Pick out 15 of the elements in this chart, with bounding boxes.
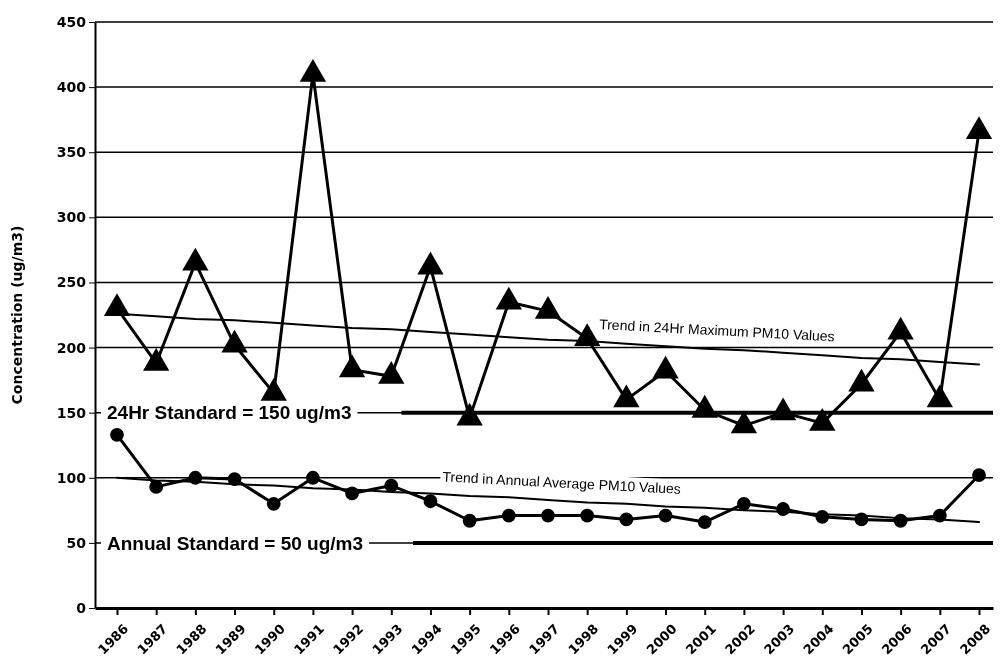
y-tick-label: 150 [56,404,87,421]
y-tick-label: 450 [56,13,87,30]
y-tick-label: 0 [76,599,87,616]
y-tick-label: 100 [56,469,87,486]
ref-line-label: 24Hr Standard = 150 ug/m3 [107,402,352,424]
y-tick-label: 300 [56,209,87,226]
y-tick-label: 400 [56,79,87,96]
y-tick-label: 250 [56,274,87,291]
y-tick-label: 350 [56,144,87,161]
annotation: Trend in Annual Average PM10 Values [442,468,682,497]
ref-line-label: Annual Standard = 50 ug/m3 [107,532,364,554]
y-tick-label: 200 [56,339,87,356]
y-tick-label: 50 [66,534,87,551]
annotation: Trend in 24Hr Maximum PM10 Values [598,316,836,345]
y-axis-title: Concentration (ug/m3) [9,225,25,405]
